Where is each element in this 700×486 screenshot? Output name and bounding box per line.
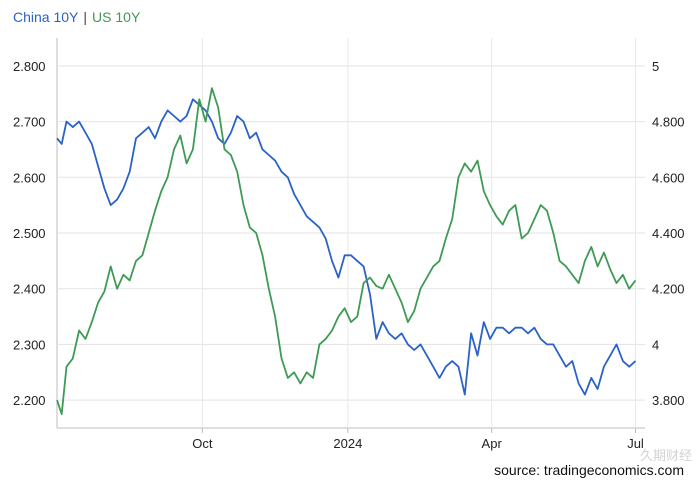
legend-separator: | xyxy=(83,9,88,25)
y-tick-label-left: 2.700 xyxy=(13,115,46,130)
y-tick-label-left: 2.400 xyxy=(13,282,46,297)
series-line-us-10y xyxy=(56,87,637,416)
legend-china-10y[interactable]: China 10Y xyxy=(13,9,79,25)
y-tick-label-left: 2.200 xyxy=(13,393,46,408)
x-tick-label: Apr xyxy=(482,436,503,451)
y-tick-label-right: 4 xyxy=(652,337,659,352)
x-tick-label: 2024 xyxy=(333,436,362,451)
y-tick-label-left: 2.500 xyxy=(13,226,46,241)
y-tick-label-left: 2.600 xyxy=(13,170,46,185)
y-tick-label-right: 4.200 xyxy=(652,282,685,297)
series-line-china-10y xyxy=(56,98,637,396)
y-tick-label-right: 4.600 xyxy=(652,170,685,185)
x-tick-label: Jul xyxy=(627,436,644,451)
y-tick-label-left: 2.300 xyxy=(13,337,46,352)
source-text: source: tradingeconomics.com xyxy=(494,462,684,478)
chart-legend: China 10Y | US 10Y xyxy=(13,8,140,26)
y-tick-label-left: 2.800 xyxy=(13,59,46,74)
y-tick-label-right: 5 xyxy=(652,59,659,74)
y-tick-label-right: 4.400 xyxy=(652,226,685,241)
y-tick-label-right: 4.800 xyxy=(652,115,685,130)
y-tick-label-right: 3.800 xyxy=(652,393,685,408)
watermark-text: 久期财经 xyxy=(639,448,692,463)
x-tick-label: Oct xyxy=(192,436,213,451)
legend-us-10y[interactable]: US 10Y xyxy=(92,9,141,25)
